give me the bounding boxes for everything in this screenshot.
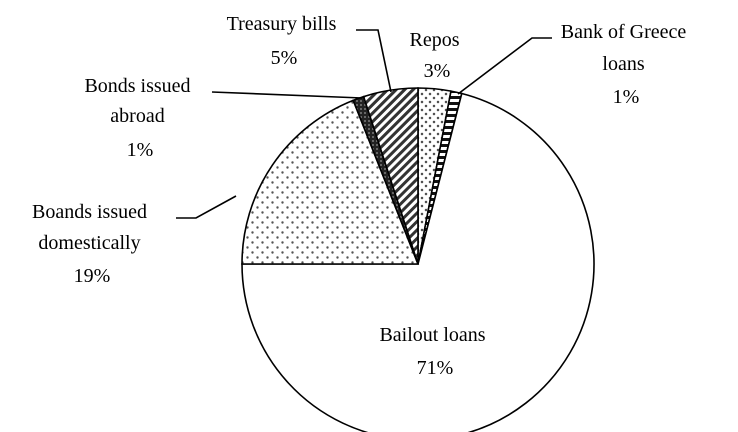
abroad-leader-line: [211, 91, 363, 99]
repos-label: Repos 3%: [410, 29, 465, 82]
pie-slice-bailout-loans: [241, 92, 595, 432]
pie-slice-boands-issued-domestically: [241, 99, 420, 265]
bank-of-greece-label: Bank of Greece loans 1%: [561, 21, 692, 108]
pie-slices: [241, 87, 595, 432]
bank-of-greece-leader-line: [457, 37, 552, 95]
treasury-leader-line: [356, 29, 392, 93]
bailout-label: Bailout loans 71%: [379, 324, 490, 379]
domestic-leader-line: [176, 195, 237, 219]
abroad-label: Bonds issued abroad 1%: [84, 75, 195, 161]
treasury-label: Treasury bills 5%: [227, 13, 342, 69]
domestic-label: Boands issued domestically 19%: [32, 201, 152, 287]
